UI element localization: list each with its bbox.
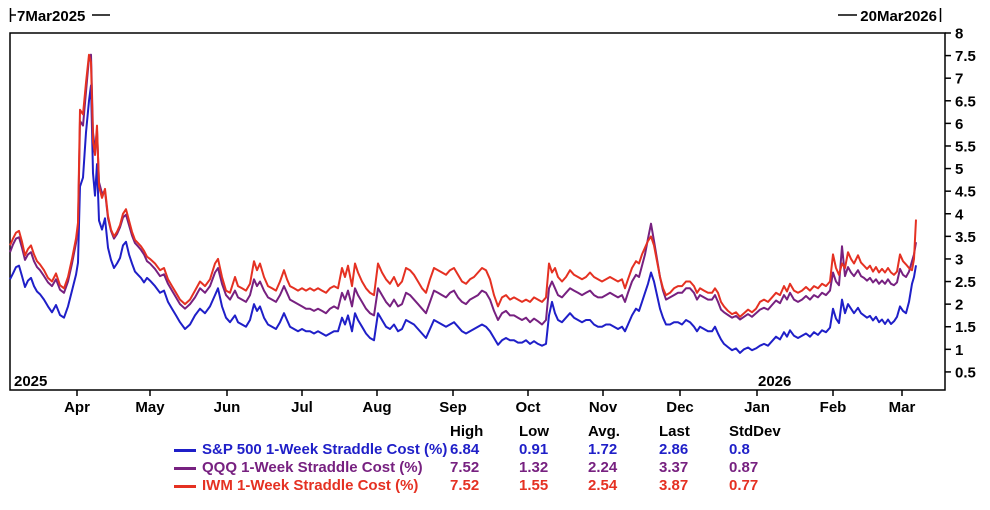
date-range-annotation: 7Mar2025 20Mar2026 — [9, 8, 942, 25]
qqq-line-swatch — [174, 466, 196, 470]
series-lines — [9, 53, 917, 354]
y-tick-label: 5.5 — [955, 138, 976, 155]
y-tick-label: 2.5 — [955, 274, 976, 291]
iwm-high: 7.52 — [450, 477, 480, 494]
y-tick-label: 8 — [955, 26, 963, 43]
start-date-label: 7Mar2025 — [17, 8, 85, 25]
y-tick-label: 7 — [955, 71, 963, 88]
iwm-low: 1.55 — [519, 477, 549, 494]
y-tick-label: 3.5 — [955, 229, 976, 246]
series-line-spx — [9, 84, 917, 354]
iwm-stddev: 0.77 — [729, 477, 759, 494]
y-tick-label: 1 — [955, 342, 963, 359]
col-header-stddev: StdDev — [729, 423, 781, 440]
y-tick-label: 3 — [955, 251, 963, 268]
legend-row-spx: S&P 500 1-Week Straddle Cost (%) — [174, 441, 450, 459]
spx-series-label: S&P 500 1-Week Straddle Cost (%) — [202, 441, 448, 458]
y-tick-label: 2 — [955, 297, 963, 314]
year-label: 2025 — [14, 373, 47, 390]
spx-line-swatch — [174, 448, 196, 452]
month-tick-label: Jul — [291, 399, 313, 416]
y-tick-label: 7.5 — [955, 48, 976, 65]
straddle-chart-svg: 7Mar2025 20Mar2026 8 7.5 7 6.5 6 5.5 5 4.5 4 3.5 3… — [9, 8, 976, 416]
month-tick-label: Jan — [744, 399, 770, 416]
spx-avg: 1.72 — [588, 441, 618, 458]
iwm-series-label: IWM 1-Week Straddle Cost (%) — [202, 477, 419, 494]
x-axis-months: Apr May Jun Jul Aug Sep Oct Nov Dec Jan Feb Mar — [64, 390, 915, 416]
col-header-high: High — [450, 423, 484, 440]
y-tick-label: 4 — [955, 206, 964, 223]
month-tick-label: Dec — [666, 399, 694, 416]
plot-frame — [9, 32, 946, 391]
col-header-avg: Avg. — [588, 423, 620, 440]
y-tick-label: 1.5 — [955, 319, 976, 336]
spx-stddev: 0.8 — [729, 441, 750, 458]
iwm-last: 3.87 — [659, 477, 689, 494]
month-tick-label: Oct — [515, 399, 540, 416]
legend-stats-table: High Low Avg. Last StdDev S&P 500 1-Week… — [174, 423, 819, 495]
legend-corner-spacer — [174, 423, 450, 441]
year-label: 2026 — [758, 373, 791, 390]
qqq-last: 3.37 — [659, 459, 689, 476]
month-tick-label: Nov — [589, 399, 618, 416]
spx-low: 0.91 — [519, 441, 549, 458]
series-line-iwm — [9, 53, 917, 318]
y-tick-label: 0.5 — [955, 364, 976, 381]
qqq-series-label: QQQ 1-Week Straddle Cost (%) — [202, 459, 423, 476]
month-tick-label: May — [135, 399, 165, 416]
month-tick-label: Aug — [362, 399, 391, 416]
y-tick-label: 5 — [955, 161, 963, 178]
qqq-high: 7.52 — [450, 459, 480, 476]
y-tick-label: 6.5 — [955, 93, 976, 110]
month-tick-label: Sep — [439, 399, 467, 416]
spx-last: 2.86 — [659, 441, 689, 458]
series-line-qqq — [9, 53, 917, 326]
month-tick-label: Feb — [820, 399, 847, 416]
month-tick-label: Apr — [64, 399, 90, 416]
spx-high: 6.84 — [450, 441, 480, 458]
year-labels: 2025 2026 — [14, 373, 791, 390]
qqq-stddev: 0.87 — [729, 459, 759, 476]
legend-row-iwm: IWM 1-Week Straddle Cost (%) — [174, 477, 450, 495]
legend-row-qqq: QQQ 1-Week Straddle Cost (%) — [174, 459, 450, 477]
iwm-line-swatch — [174, 484, 196, 488]
month-tick-label: Mar — [889, 399, 916, 416]
iwm-avg: 2.54 — [588, 477, 618, 494]
y-axis-right: 8 7.5 7 6.5 6 5.5 5 4.5 4 3.5 3 2.5 2 1.5 1 0.5 — [945, 26, 976, 381]
y-tick-label: 6 — [955, 116, 963, 133]
month-tick-label: Jun — [214, 399, 241, 416]
col-header-last: Last — [659, 423, 690, 440]
col-header-low: Low — [519, 423, 549, 440]
y-tick-label: 4.5 — [955, 184, 976, 201]
qqq-avg: 2.24 — [588, 459, 618, 476]
end-date-label: 20Mar2026 — [860, 8, 937, 25]
qqq-low: 1.32 — [519, 459, 549, 476]
